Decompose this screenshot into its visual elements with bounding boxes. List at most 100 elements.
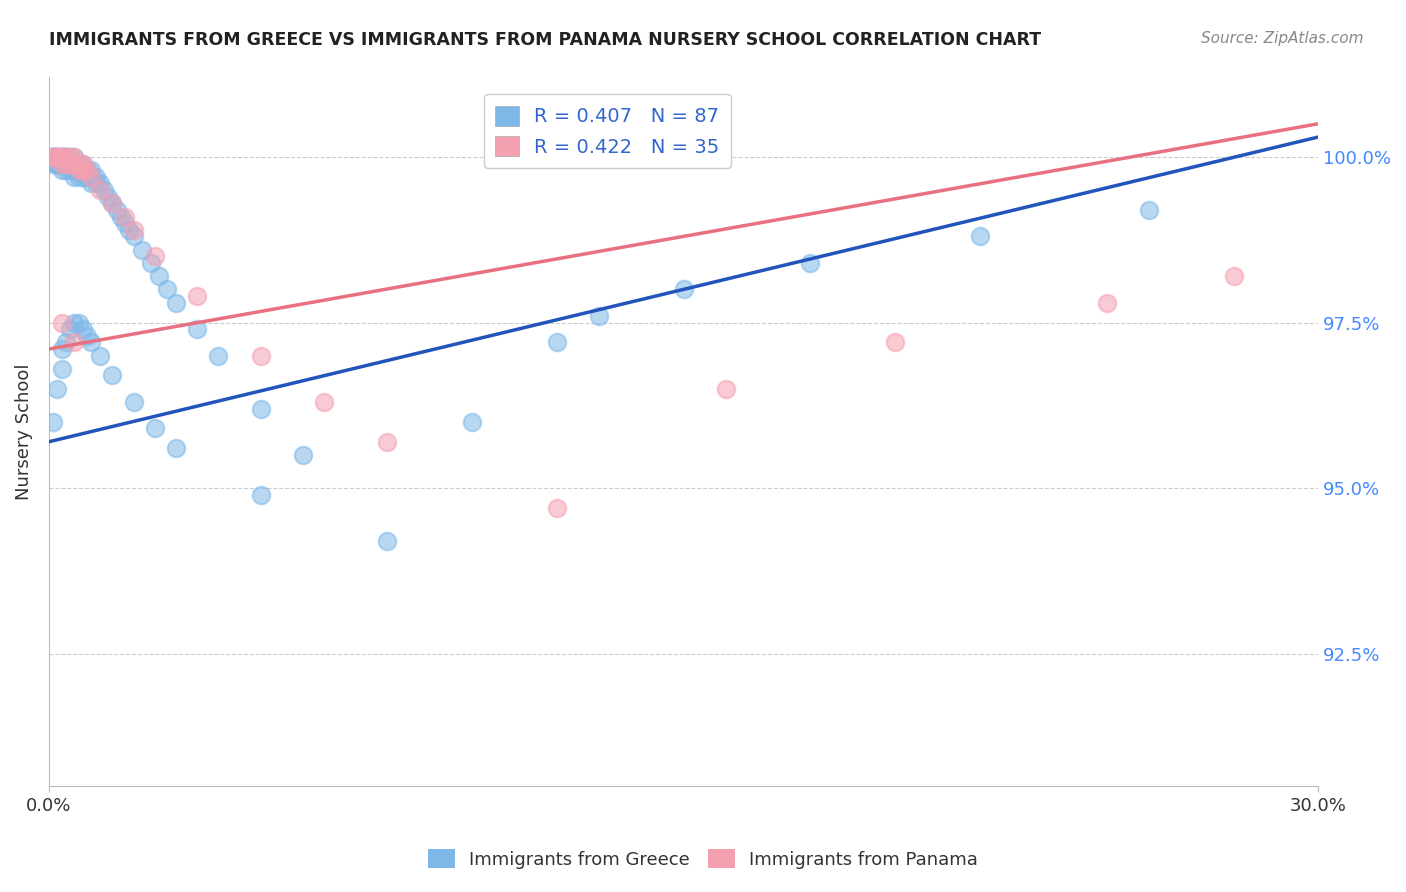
Point [249, 401, 271, 416]
Point [101, 196, 124, 211]
Point [46, 156, 69, 170]
Point [67, 156, 90, 170]
Point [51, 150, 73, 164]
Point [42, 150, 65, 164]
Y-axis label: Nursery School: Nursery School [15, 364, 32, 500]
Point [165, 442, 187, 456]
Point [51, 163, 73, 178]
Point [55, 150, 77, 164]
Point [312, 395, 335, 409]
Point [139, 256, 162, 270]
Point [105, 202, 128, 217]
Point [46, 150, 69, 164]
Point [46, 150, 69, 164]
Point [59, 156, 82, 170]
Point [59, 150, 82, 164]
Point [46, 150, 69, 164]
Point [461, 415, 484, 429]
Point [546, 500, 568, 515]
Text: Source: ZipAtlas.com: Source: ZipAtlas.com [1201, 31, 1364, 46]
Point [76, 169, 98, 184]
Point [51, 362, 73, 376]
Point [55, 150, 77, 164]
Point [67, 169, 90, 184]
Point [42, 156, 65, 170]
Point [799, 256, 821, 270]
Point [51, 150, 73, 164]
Point [46, 150, 69, 164]
Legend: R = 0.407   N = 87, R = 0.422   N = 35: R = 0.407 N = 87, R = 0.422 N = 35 [484, 95, 731, 169]
Point [46, 150, 69, 164]
Point [101, 196, 124, 211]
Point [143, 249, 166, 263]
Point [51, 156, 73, 170]
Point [51, 316, 73, 330]
Point [131, 243, 153, 257]
Point [143, 421, 166, 435]
Point [59, 322, 82, 336]
Point [588, 309, 610, 323]
Point [42, 150, 65, 164]
Point [46, 382, 69, 396]
Point [89, 349, 111, 363]
Point [63, 150, 86, 164]
Point [84, 169, 107, 184]
Point [546, 335, 568, 350]
Point [249, 488, 271, 502]
Point [114, 216, 136, 230]
Point [186, 289, 208, 303]
Point [59, 156, 82, 170]
Point [76, 163, 98, 178]
Point [291, 448, 314, 462]
Point [101, 368, 124, 383]
Point [51, 150, 73, 164]
Point [67, 156, 90, 170]
Point [122, 395, 145, 409]
Point [76, 328, 98, 343]
Point [51, 156, 73, 170]
Point [165, 295, 187, 310]
Point [55, 150, 77, 164]
Point [63, 150, 86, 164]
Point [89, 177, 111, 191]
Point [377, 434, 399, 449]
Point [42, 150, 65, 164]
Point [42, 415, 65, 429]
Point [63, 316, 86, 330]
Point [67, 163, 90, 178]
Point [72, 156, 94, 170]
Legend: Immigrants from Greece, Immigrants from Panama: Immigrants from Greece, Immigrants from … [420, 842, 986, 876]
Point [59, 150, 82, 164]
Point [84, 177, 107, 191]
Point [110, 210, 132, 224]
Text: IMMIGRANTS FROM GREECE VS IMMIGRANTS FROM PANAMA NURSERY SCHOOL CORRELATION CHAR: IMMIGRANTS FROM GREECE VS IMMIGRANTS FRO… [49, 31, 1042, 49]
Point [672, 282, 695, 296]
Point [72, 163, 94, 178]
Point [67, 316, 90, 330]
Point [80, 177, 103, 191]
Point [46, 156, 69, 170]
Point [884, 335, 907, 350]
Point [55, 150, 77, 164]
Point [969, 229, 991, 244]
Point [186, 322, 208, 336]
Point [42, 150, 65, 164]
Point [63, 163, 86, 178]
Point [1095, 295, 1118, 310]
Point [67, 163, 90, 178]
Point [97, 189, 120, 203]
Point [42, 150, 65, 164]
Point [63, 156, 86, 170]
Point [122, 223, 145, 237]
Point [1137, 202, 1160, 217]
Point [156, 282, 179, 296]
Point [55, 156, 77, 170]
Point [46, 150, 69, 164]
Point [55, 163, 77, 178]
Point [42, 150, 65, 164]
Point [148, 269, 170, 284]
Point [76, 163, 98, 178]
Point [46, 150, 69, 164]
Point [51, 342, 73, 356]
Point [51, 150, 73, 164]
